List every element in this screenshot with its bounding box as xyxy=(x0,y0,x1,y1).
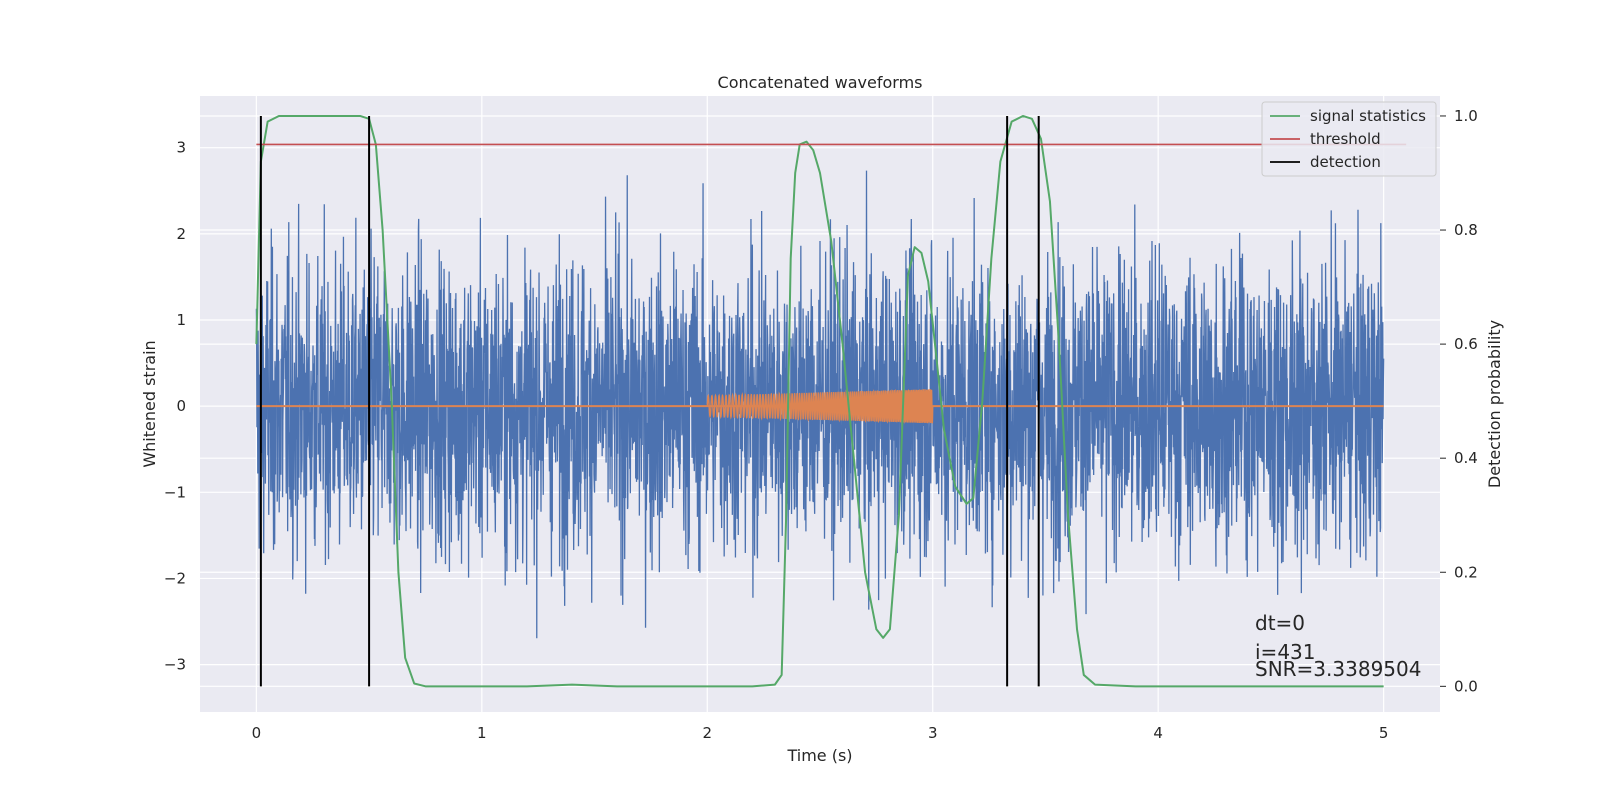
legend-label-threshold: threshold xyxy=(1310,130,1381,148)
chart-title: Concatenated waveforms xyxy=(718,73,923,92)
annotation-dt: dt=0 xyxy=(1255,611,1305,635)
y-axis-ticks: −3 −2 −1 0 1 2 3 xyxy=(164,139,186,674)
legend-box xyxy=(1261,101,1437,177)
x-tick-label: 4 xyxy=(1153,724,1163,742)
x-axis-label: Time (s) xyxy=(786,746,852,765)
legend-label-signal-statistics: signal statistics xyxy=(1310,107,1426,125)
y2-tick-label: 0.8 xyxy=(1454,221,1478,239)
y-tick-label: 1 xyxy=(176,311,186,329)
y-tick-label: −1 xyxy=(164,483,186,501)
legend: signal statistics threshold detection xyxy=(1261,101,1437,177)
noise-series xyxy=(255,170,1385,639)
y2-tick-label: 0.6 xyxy=(1454,335,1478,353)
y-tick-label: −3 xyxy=(164,656,186,674)
signal-statistics-line xyxy=(255,114,1384,688)
y-tick-label: 3 xyxy=(176,139,186,157)
x-tick-label: 1 xyxy=(477,724,487,742)
x-tick-label: 5 xyxy=(1379,724,1389,742)
y-axis-label: Whitened strain xyxy=(140,340,159,467)
x-tick-label: 0 xyxy=(252,724,262,742)
chirp-series xyxy=(256,388,1384,424)
noise-line xyxy=(255,170,1385,639)
annotation-i: i=431 xyxy=(1255,640,1316,664)
y-tick-label: 0 xyxy=(176,397,186,415)
y2-tick-label: 0.2 xyxy=(1454,563,1478,581)
x-axis-ticks: 0 1 2 3 4 5 xyxy=(252,724,1389,742)
x-tick-label: 2 xyxy=(702,724,712,742)
y2-tick-label: 1.0 xyxy=(1454,107,1478,125)
y-tick-label: −2 xyxy=(164,569,186,587)
chirp-line xyxy=(706,388,934,424)
y2-axis-label: Detection probability xyxy=(1485,320,1504,488)
y-tick-label: 2 xyxy=(176,225,186,243)
detection-series xyxy=(259,115,1040,687)
y2-tick-label: 0.4 xyxy=(1454,449,1478,467)
annotation-snr: SNR=3.3389504 xyxy=(1255,657,1421,681)
y2-axis-ticks: 0.0 0.2 0.4 0.6 0.8 1.0 xyxy=(1440,107,1478,695)
legend-label-detection: detection xyxy=(1310,153,1381,171)
y2-tick-label: 0.0 xyxy=(1454,677,1478,695)
x-tick-label: 3 xyxy=(928,724,938,742)
signal-statistics-series xyxy=(255,114,1384,688)
